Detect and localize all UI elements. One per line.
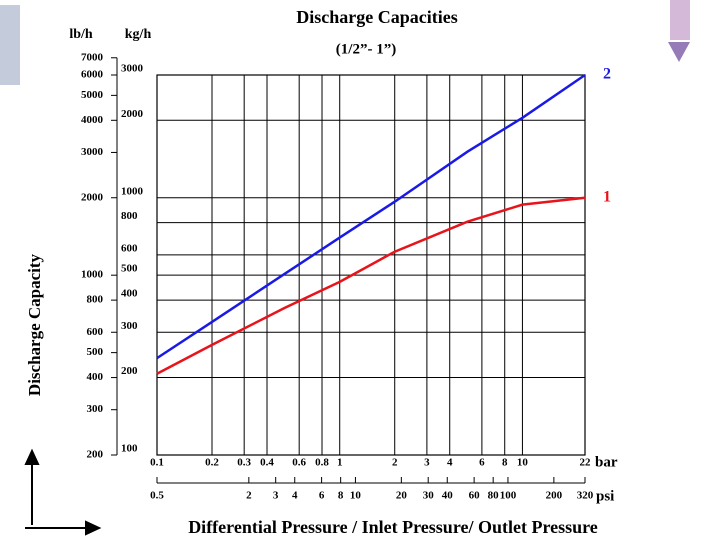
x2-tick-label: 2: [246, 490, 252, 502]
x-tick-label: 0.3: [237, 457, 251, 469]
x2-tick-label: 40: [442, 490, 454, 502]
y2-tick-label: 5000: [81, 89, 104, 101]
x2-tick-label: 20: [396, 490, 408, 502]
y2-tick-label: 600: [87, 326, 104, 338]
y-tick-label: 300: [121, 320, 138, 332]
series-line: [156, 73, 586, 360]
y2-tick-label: 6000: [81, 69, 104, 81]
y2-tick-label: 300: [87, 403, 104, 415]
x-tick-label: 1: [337, 457, 343, 469]
x-axis-label: bar: [595, 454, 618, 470]
y-tick-label: 800: [121, 210, 138, 222]
y2-tick-label: 2000: [81, 191, 104, 203]
x-axis-title: Differential Pressure / Inlet Pressure/ …: [188, 517, 598, 537]
series-label: 1: [603, 188, 611, 205]
x-tick-label: 22: [580, 457, 592, 469]
x2-tick-label: 200: [546, 490, 563, 502]
x-tick-label: 0.2: [205, 457, 219, 469]
decor-icon: [0, 0, 690, 85]
x-tick-label: 0.1: [150, 457, 164, 469]
y2-tick-label: 200: [87, 449, 104, 461]
x-tick-label: 6: [479, 457, 485, 469]
y2-tick-label: 7000: [81, 51, 104, 63]
x2-tick-label: 3: [273, 490, 279, 502]
series-line: [156, 196, 586, 375]
chart-title: Discharge Capacities: [296, 7, 457, 27]
x2-tick-label: 0.5: [150, 490, 164, 502]
x2-axis-label: psi: [596, 488, 614, 504]
x-tick-label: 10: [517, 457, 529, 469]
x-tick-label: 8: [502, 457, 508, 469]
x-tick-label: 0.8: [315, 457, 329, 469]
x2-tick-label: 6: [319, 490, 325, 502]
y2-axis-label: lb/h: [69, 27, 93, 42]
y2-tick-label: 3000: [81, 146, 104, 158]
x-tick-label: 0.4: [260, 457, 274, 469]
y-axis-title: Discharge Capacity: [25, 253, 44, 396]
x2-tick-label: 8: [338, 490, 344, 502]
x2-tick-label: 10: [350, 490, 362, 502]
x2-tick-label: 320: [577, 490, 594, 502]
x-tick-label: 3: [424, 457, 430, 469]
y2-tick-label: 500: [87, 346, 104, 358]
y-tick-label: 600: [121, 242, 138, 254]
y2-tick-label: 4000: [81, 114, 104, 126]
x-tick-label: 4: [447, 457, 453, 469]
y-tick-label: 2000: [121, 108, 144, 120]
y-tick-label: 3000: [121, 63, 144, 75]
y-tick-label: 500: [121, 263, 138, 275]
y2-tick-label: 400: [87, 371, 104, 383]
x2-tick-label: 30: [423, 490, 435, 502]
chart-subtitle: (1/2”- 1”): [336, 41, 396, 57]
series-label: 2: [603, 66, 611, 83]
y2-tick-label: 1000: [81, 269, 104, 281]
x-tick-label: 0.6: [292, 457, 306, 469]
y-tick-label: 200: [121, 365, 138, 377]
x2-tick-label: 60: [469, 490, 481, 502]
x2-tick-label: 100: [500, 490, 517, 502]
y-tick-label: 1000: [121, 185, 144, 197]
y-tick-label: 400: [121, 288, 138, 300]
y2-tick-label: 800: [87, 294, 104, 306]
x2-tick-label: 80: [488, 490, 500, 502]
x-tick-label: 2: [392, 457, 398, 469]
arrows: [24, 448, 102, 536]
y-axis-label: kg/h: [125, 27, 152, 42]
x2-tick-label: 4: [292, 490, 298, 502]
y-tick-label: 100: [121, 443, 138, 455]
